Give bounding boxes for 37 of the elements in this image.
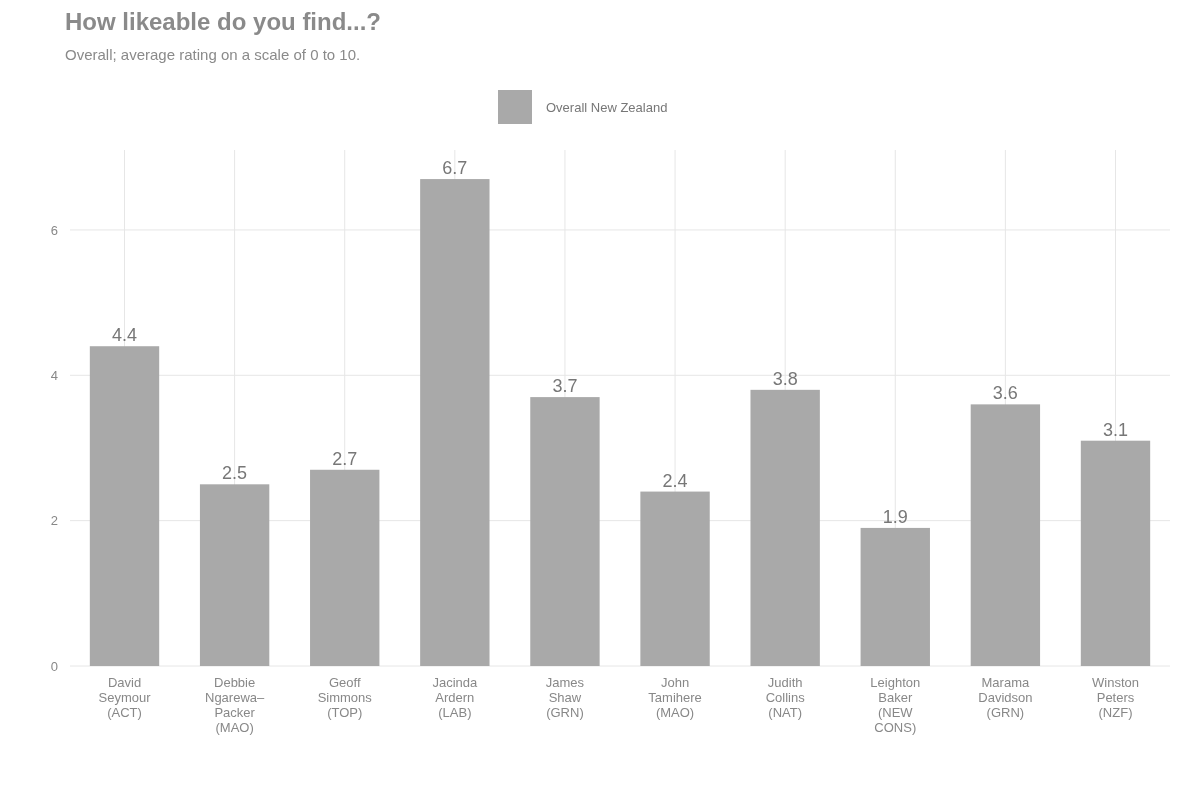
x-tick-label: Judith Collins (NAT) (765, 675, 806, 721)
data-label: 2.4 (662, 470, 688, 491)
bar (750, 389, 820, 666)
x-tick-label: Winston Peters (NZF) (1092, 675, 1139, 721)
x-tick-label: Leighton Baker (NEW CONS) (870, 675, 921, 736)
data-label: 3.7 (552, 376, 578, 397)
data-label: 6.7 (442, 158, 468, 179)
bar (640, 491, 710, 666)
bar (420, 179, 490, 666)
data-label: 3.1 (1102, 419, 1129, 440)
x-tick-label: Debbie Ngarewa–Packer (MAO) (204, 675, 266, 736)
data-label: 4.4 (111, 325, 138, 346)
data-label: 3.8 (772, 368, 798, 389)
text: Overall New Zealand (546, 100, 668, 115)
data-label: 3.6 (992, 383, 1018, 404)
bar (530, 397, 600, 666)
data-label: 1.9 (882, 506, 908, 527)
x-tick-label: Marama Davidson (GRN) (978, 675, 1033, 721)
bar (89, 346, 160, 666)
chart-title: How likeable do you find...? (65, 8, 382, 35)
x-tick-label: James Shaw (GRN) (545, 675, 585, 721)
y-tick-label: 2 (50, 513, 58, 529)
x-tick-label: John Tamihere (MAO) (648, 675, 702, 721)
bar (1080, 440, 1151, 666)
x-tick-label: David Seymour (ACT) (98, 675, 152, 721)
data-label: 2.7 (332, 448, 358, 469)
bar (199, 484, 270, 666)
bar (970, 404, 1041, 666)
y-tick-label: 6 (50, 222, 58, 238)
chart-subtitle: Overall; average rating on a scale of 0 to 10. (65, 46, 361, 63)
y-tick-label: 4 (50, 367, 58, 383)
x-tick-label: Jacinda Ardern (LAB) (432, 675, 479, 721)
x-tick-label: Geoff Simmons (TOP) (317, 675, 373, 721)
bar (310, 469, 380, 666)
data-label: 2.5 (222, 463, 248, 484)
bar (860, 527, 930, 666)
y-tick-label: 0 (50, 658, 58, 674)
